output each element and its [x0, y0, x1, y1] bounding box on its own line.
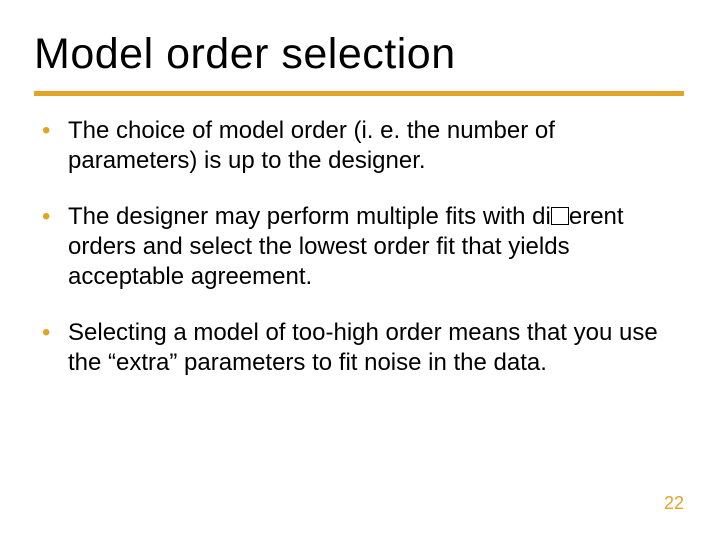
bullet-item: The choice of model order (i. e. the num…	[38, 116, 678, 176]
bullet-text: The choice of model order (i. e. the num…	[68, 117, 555, 174]
bullet-item: The designer may perform multiple fits w…	[38, 202, 678, 292]
title-underline	[34, 91, 684, 96]
page-number: 22	[664, 493, 684, 514]
slide-title: Model order selection	[34, 30, 456, 79]
bullet-text: The designer may perform multiple fits w…	[68, 203, 551, 230]
missing-glyph-icon	[551, 207, 569, 225]
bullet-text: Selecting a model of too-high order mean…	[68, 319, 658, 376]
bullet-item: Selecting a model of too-high order mean…	[38, 318, 678, 378]
bullet-list: The choice of model order (i. e. the num…	[38, 116, 678, 378]
slide: Model order selection The choice of mode…	[0, 0, 720, 540]
